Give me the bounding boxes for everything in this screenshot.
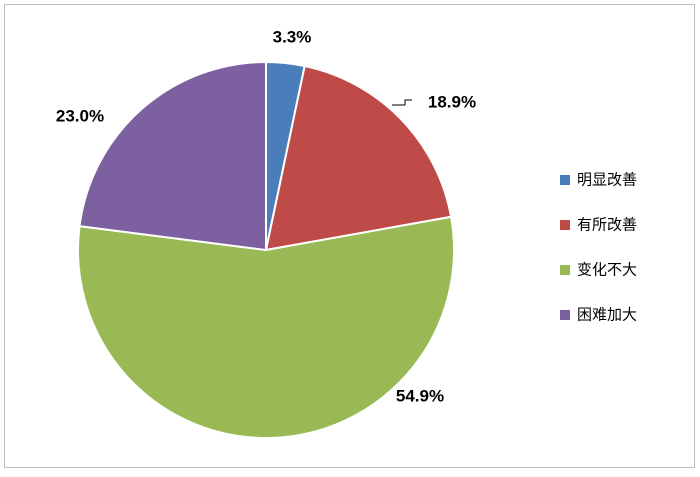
value-label: 3.3% [273,27,312,46]
value-label: 23.0% [56,106,104,125]
legend-swatch [560,220,570,230]
leader-line [392,99,412,106]
legend-label: 变化不大 [577,261,637,279]
legend-swatch [560,265,570,275]
pie-slice [77,215,455,439]
legend-label: 困难加大 [577,306,637,324]
legend-label: 明显改善 [577,171,637,189]
pie-slice [78,60,267,252]
value-label: 54.9% [396,386,444,405]
legend-label: 有所改善 [577,216,637,234]
legend-swatch [560,310,570,320]
legend-swatch [560,175,570,185]
value-label: 18.9% [428,92,476,111]
pie-slice [264,64,453,252]
